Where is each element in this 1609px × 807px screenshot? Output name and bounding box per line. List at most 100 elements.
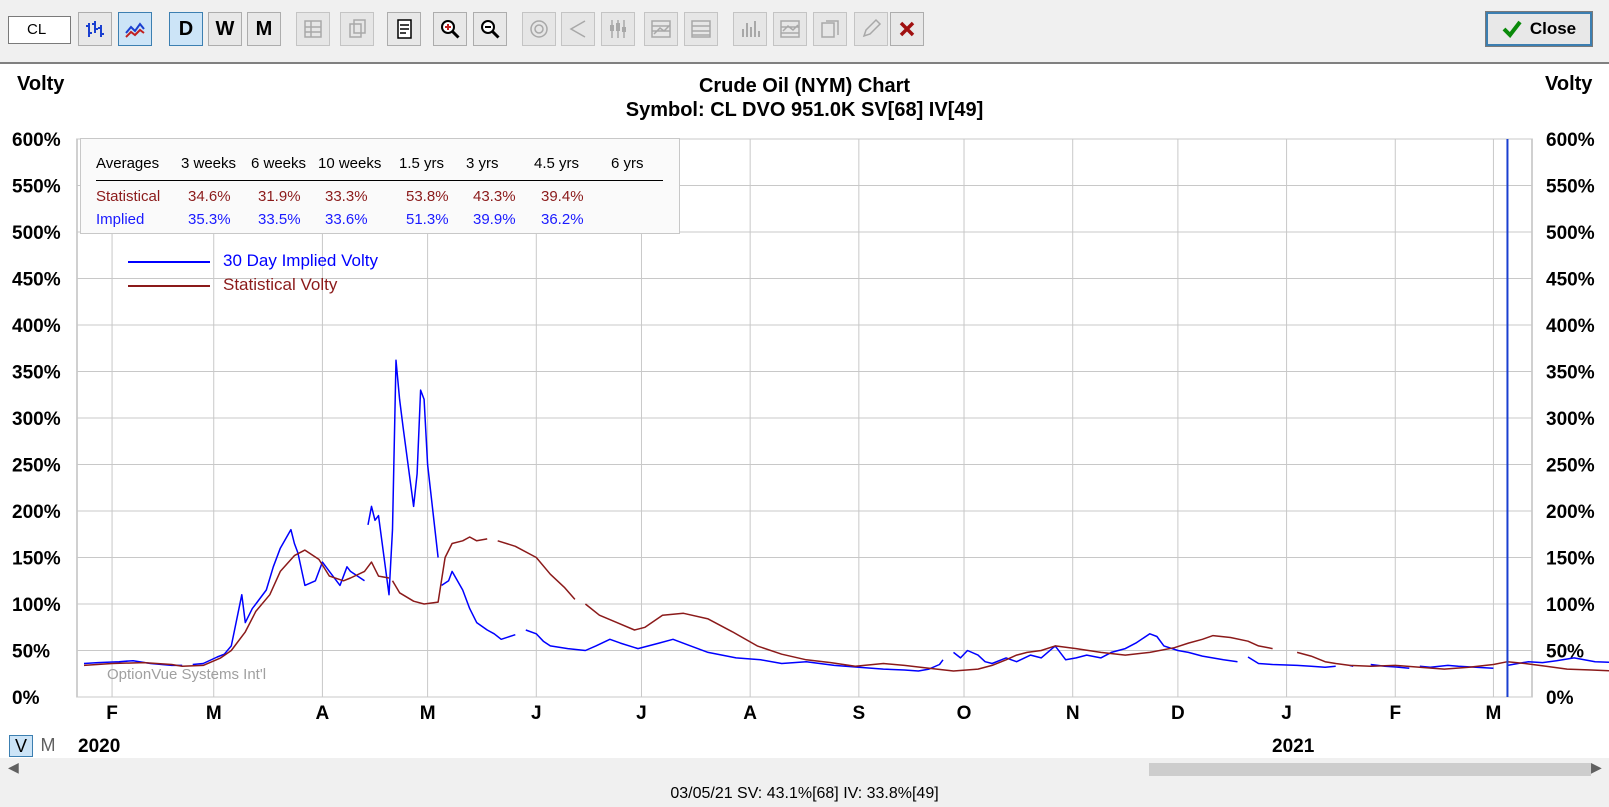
angle-button[interactable]: [561, 12, 595, 46]
scrollbar-thumb[interactable]: [1149, 763, 1591, 776]
table-cell-value: 33.6%: [325, 211, 368, 228]
zoom-out-button[interactable]: [473, 12, 507, 46]
y-tick-label-left: 100%: [12, 595, 61, 616]
print-button[interactable]: [387, 12, 421, 46]
x-tick-label: A: [316, 703, 330, 724]
table-header-period: 3 yrs: [466, 155, 499, 172]
x-tick-label: M: [420, 703, 436, 724]
implied-volty-line: [192, 528, 365, 666]
weekly-button[interactable]: W: [208, 12, 242, 46]
angle-icon: [569, 20, 586, 38]
zoom-in-button[interactable]: [433, 12, 467, 46]
statistical-volty-line: [584, 603, 1273, 672]
target-button[interactable]: [522, 12, 556, 46]
x-tick-label: N: [1066, 703, 1080, 724]
document-icon: [397, 19, 412, 39]
y-tick-label-right: 150%: [1546, 549, 1595, 570]
scroll-left-arrow-icon[interactable]: ◀: [8, 760, 19, 776]
monthly-button[interactable]: M: [247, 12, 281, 46]
y-tick-label-left: 0%: [12, 688, 40, 709]
statistical-volty-line: [1296, 651, 1609, 672]
implied-volty-line: [1419, 664, 1494, 669]
channel-icon: [691, 20, 711, 38]
y-tick-label-left: 350%: [12, 363, 61, 384]
price-view-toggle[interactable]: M: [40, 735, 56, 755]
y-tick-label-right: 0%: [1546, 688, 1574, 709]
x-tick-label: M: [206, 703, 222, 724]
y-tick-label-left: 550%: [12, 177, 61, 198]
table-header-period: 3 weeks: [181, 155, 237, 172]
volatility-chart-mode-button[interactable]: [118, 12, 152, 46]
delete-button[interactable]: [890, 12, 924, 46]
implied-legend-swatch: [128, 261, 210, 263]
copy-icon: [349, 19, 366, 38]
table-header-averages: Averages: [96, 155, 160, 172]
implied-volty-line: [953, 633, 1238, 665]
table-cell-value: 34.6%: [188, 188, 231, 205]
statistical-volty-line: [497, 540, 576, 600]
x-tick-label: A: [743, 703, 757, 724]
x-tick-label: F: [106, 703, 118, 724]
candles-icon: [610, 20, 626, 38]
study-settings-button[interactable]: [296, 12, 330, 46]
target-icon: [530, 20, 548, 38]
daily-button[interactable]: D: [169, 12, 203, 46]
chart-panel[interactable]: 600% 600% 550% 550% 500% 500% 450% 450% 400% 400%…: [0, 62, 1609, 758]
symbol-input[interactable]: CL: [8, 16, 71, 44]
volatility-lines-icon: [125, 22, 145, 38]
averages-table: Averages 3 weeks 6 weeks 10 weeks 1.5 yrs 3 y…: [80, 138, 680, 234]
table-header-period: 6 yrs: [611, 155, 644, 172]
weekly-button-label: W: [215, 17, 235, 40]
volatility-view-toggle[interactable]: V: [9, 735, 33, 757]
overlay-button[interactable]: [773, 12, 807, 46]
notes-icon: [821, 20, 839, 38]
y-tick-label-right: 600%: [1546, 130, 1595, 151]
volume-button[interactable]: [733, 12, 767, 46]
y-tick-label-left: 600%: [12, 130, 61, 151]
y-tick-label-left: 400%: [12, 316, 61, 337]
y-tick-label-left: 300%: [12, 409, 61, 430]
x-tick-label: D: [1171, 703, 1185, 724]
table-cell-value: 36.2%: [541, 211, 584, 228]
copy-chart-button[interactable]: [340, 12, 374, 46]
indicator-button[interactable]: [601, 12, 635, 46]
table-cell-value: 53.8%: [406, 188, 449, 205]
y-tick-label-right: 350%: [1546, 363, 1595, 384]
y-tick-label-right: 500%: [1546, 223, 1595, 244]
monthly-button-label: M: [255, 17, 273, 40]
y-tick-label-left: 500%: [12, 223, 61, 244]
x-tick-label: J: [531, 703, 542, 724]
x-tick-label: J: [1281, 703, 1292, 724]
horizontal-scrollbar[interactable]: ◀ ▶: [0, 758, 1609, 780]
table-header-period: 1.5 yrs: [399, 155, 445, 172]
close-button-label: Close: [1529, 19, 1577, 38]
notes-button[interactable]: [813, 12, 847, 46]
pencil-icon: [862, 18, 882, 38]
y-tick-label-right: 300%: [1546, 409, 1595, 430]
watermark: OptionVue Systems Int'l: [107, 666, 267, 683]
table-header-period: 4.5 yrs: [534, 155, 580, 172]
x-tick-label: S: [852, 703, 865, 724]
trendlines-button[interactable]: [644, 12, 678, 46]
bar-chart-icon: [86, 21, 104, 37]
close-button[interactable]: Close: [1485, 11, 1593, 47]
scroll-right-arrow-icon[interactable]: ▶: [1591, 760, 1602, 776]
table-header-period: 6 weeks: [251, 155, 307, 172]
channel-button[interactable]: [684, 12, 718, 46]
table-cell-value: 35.3%: [188, 211, 231, 228]
trendlines-icon: [651, 20, 671, 38]
close-x-icon: [899, 21, 915, 37]
y-tick-label-right: 100%: [1546, 595, 1595, 616]
table-cell-value: 39.4%: [541, 188, 584, 205]
bar-chart-mode-button[interactable]: [78, 12, 112, 46]
implied-legend-label: 30 Day Implied Volty: [223, 251, 378, 270]
x-tick-label: J: [636, 703, 647, 724]
table-cell-value: 33.5%: [258, 211, 301, 228]
table-cell-value: 39.9%: [473, 211, 516, 228]
implied-volty-line: [525, 629, 944, 672]
implied-volty-line: [83, 659, 183, 667]
statistical-volty-line: [391, 536, 488, 605]
x-tick-label: O: [957, 703, 972, 724]
pencil-button[interactable]: [854, 12, 888, 46]
table-header-rule: [96, 180, 663, 181]
